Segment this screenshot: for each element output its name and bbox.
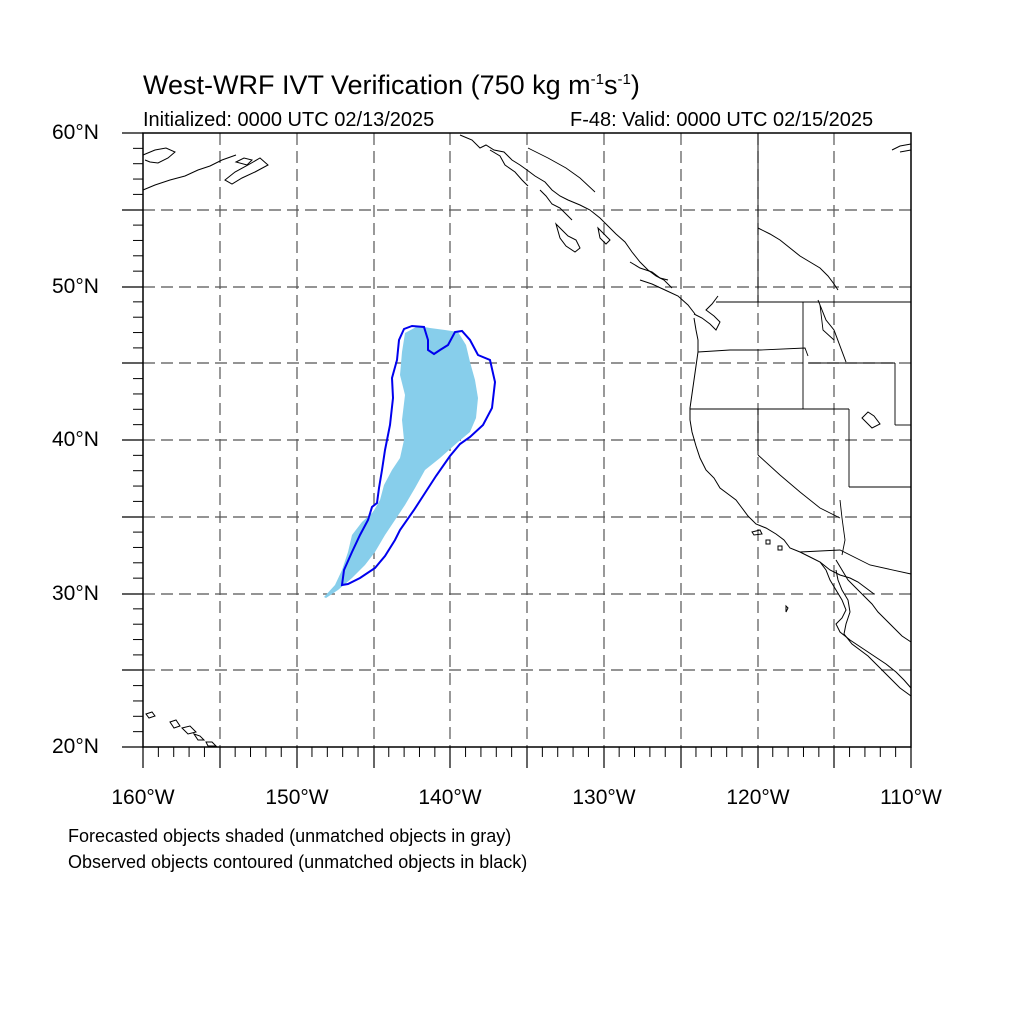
legend-observed-note: Observed objects contoured (unmatched ob… — [68, 852, 528, 872]
valid-time: F-48: Valid: 0000 UTC 02/15/2025 — [570, 109, 874, 131]
lon-label-150w: 150°W — [265, 786, 329, 809]
axis-ticks — [122, 132, 912, 768]
graticule — [143, 133, 911, 747]
coastlines — [142, 134, 912, 747]
lat-label-30n: 30°N — [52, 582, 99, 605]
lat-label-40n: 40°N — [52, 428, 99, 451]
minor-ticks — [133, 147, 897, 757]
initialized-time: Initialized: 0000 UTC 02/13/2025 — [143, 109, 435, 131]
lon-label-120w: 120°W — [726, 786, 790, 809]
lat-label-50n: 50°N — [52, 275, 99, 298]
lon-label-140w: 140°W — [418, 786, 482, 809]
chart-title: West-WRF IVT Verification (750 kg m-1s-1… — [143, 70, 640, 100]
observed-object — [340, 324, 497, 587]
lat-label-60n: 60°N — [52, 121, 99, 144]
legend-forecast-note: Forecasted objects shaded (unmatched obj… — [68, 826, 512, 846]
lon-label-130w: 130°W — [572, 786, 636, 809]
lon-label-110w: 110°W — [880, 786, 942, 809]
political-borders — [527, 133, 912, 575]
lat-label-20n: 20°N — [52, 735, 99, 758]
lon-label-160w: 160°W — [111, 786, 175, 809]
